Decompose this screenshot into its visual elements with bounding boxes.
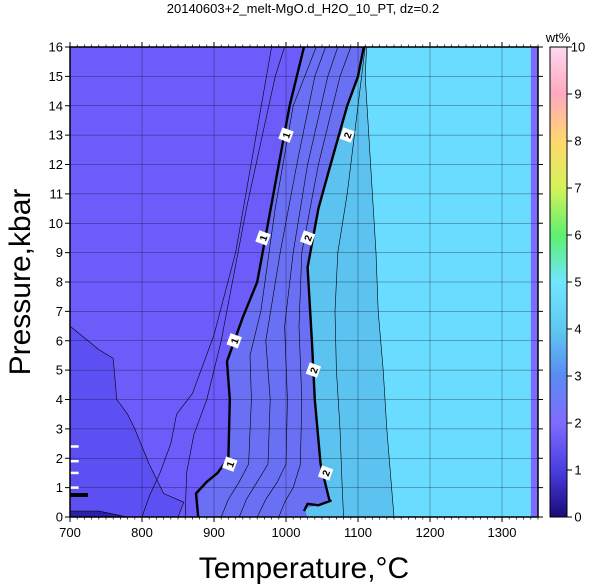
- contour-line-1-4: [238, 47, 326, 517]
- y-tick-label: 8: [56, 275, 63, 290]
- y-tick-label: 1: [56, 480, 63, 495]
- contour-line-0-2: [70, 510, 128, 517]
- y-tick-label: 2: [56, 451, 63, 466]
- contour-label-1: 1: [222, 456, 238, 472]
- contour-label-text: 2: [309, 366, 321, 375]
- colorbar-tick-label: 6: [574, 228, 581, 243]
- colorbar-tick-label: 3: [574, 369, 581, 384]
- contour-label-box: [278, 127, 294, 143]
- grid-layer: [70, 47, 538, 517]
- chart-title: 20140603+2_melt-MgO.d_H2O_10_PT, dz=0.2: [167, 1, 439, 16]
- ticks-layer: 700 800 900 1000 1100 1200 1300012345678910111…: [49, 40, 543, 540]
- y-axis-label: Pressure,kbar: [4, 189, 37, 376]
- region-0-4: [70, 326, 184, 517]
- plot-area: [70, 47, 538, 517]
- x-tick-label: 1000: [272, 525, 301, 540]
- colorbar-tick-label: 4: [574, 322, 581, 337]
- x-tick-label: 700: [59, 525, 81, 540]
- contour-line-3: [364, 47, 395, 517]
- x-axis-label: Temperature,°C: [199, 552, 409, 585]
- contour-line-1-6: [256, 47, 339, 517]
- colorbar-tick-label: 10: [571, 40, 585, 55]
- contour-label-1: 1: [255, 230, 271, 246]
- colorbar-tick-label: 0: [574, 510, 581, 525]
- contour-label-text: 2: [303, 234, 315, 243]
- x-tick-label: 1200: [416, 525, 445, 540]
- y-tick-label: 13: [49, 128, 63, 143]
- y-tick-label: 15: [49, 69, 63, 84]
- colorbar-label: wt%: [545, 30, 571, 45]
- y-tick-label: 4: [56, 392, 63, 407]
- colorbar-tick-label: 7: [574, 181, 581, 196]
- y-tick-label: 11: [50, 186, 64, 201]
- contour-label-box: [317, 465, 334, 481]
- y-tick-label: 10: [49, 216, 63, 231]
- contour-label-text: 2: [321, 469, 333, 478]
- colorbar-tick-label: 5: [574, 275, 581, 290]
- y-tick-label: 3: [56, 421, 63, 436]
- y-tick-label: 12: [49, 157, 63, 172]
- contour-labels: 1 1 1 1 2 2 2 2: [222, 127, 355, 481]
- contour-line-1-2: [220, 47, 317, 517]
- contour-label-text: 1: [281, 131, 293, 140]
- colorbar-tick-label: 9: [574, 87, 581, 102]
- contour-label-box: [222, 456, 238, 472]
- y-tick-label: 0: [56, 510, 63, 525]
- y-tick-label: 5: [56, 363, 63, 378]
- y-tick-label: 9: [56, 245, 63, 260]
- x-tick-label: 800: [131, 525, 153, 540]
- contour-label-box: [305, 362, 322, 378]
- contour-label-1: 1: [278, 127, 294, 143]
- colorbar-tick-label: 1: [574, 463, 581, 478]
- contour-label-1: 1: [226, 333, 242, 349]
- contour-line-0-4: [70, 325, 185, 517]
- contour-line-0-6: [141, 47, 272, 517]
- contour-label-box: [339, 127, 355, 143]
- stubs-layer: [70, 445, 88, 497]
- contour-label-box: [299, 230, 316, 246]
- contour-label-text: 1: [229, 336, 241, 345]
- contour-line-2: [302, 47, 365, 512]
- y-tick-label: 16: [49, 40, 63, 55]
- contour-label-2: 2: [305, 362, 322, 378]
- colorbar-scale: [549, 46, 568, 518]
- region-0-2: [70, 511, 128, 517]
- contour-label-box: [226, 333, 242, 349]
- contour-line-0-8: [184, 47, 285, 517]
- colorbar: wt% 0 1 2 3 4 5 6 7 8 9 10: [545, 30, 586, 525]
- contour-label-text: 1: [225, 460, 237, 469]
- colorbar-ticks: 0 1 2 3 4 5 6 7 8 9 10: [567, 40, 585, 525]
- contour-line-2-5: [334, 47, 366, 517]
- y-tick-label: 6: [56, 333, 63, 348]
- contour-label-2: 2: [299, 230, 316, 246]
- contour-line-1-8: [278, 47, 352, 517]
- x-tick-label: 1100: [344, 525, 372, 540]
- x-tick-label: 900: [203, 525, 225, 540]
- contour-label-text: 2: [342, 131, 354, 140]
- colorbar-tick-label: 2: [574, 416, 581, 431]
- y-tick-label: 14: [49, 98, 63, 113]
- contour-label-text: 1: [258, 234, 270, 243]
- x-tick-label: 1300: [488, 525, 517, 540]
- contour-label-2: 2: [317, 465, 334, 481]
- colorbar-tick-label: 8: [574, 134, 581, 149]
- y-tick-label: 7: [56, 304, 63, 319]
- contour-label-2: 2: [339, 127, 355, 143]
- contour-label-box: [255, 230, 271, 246]
